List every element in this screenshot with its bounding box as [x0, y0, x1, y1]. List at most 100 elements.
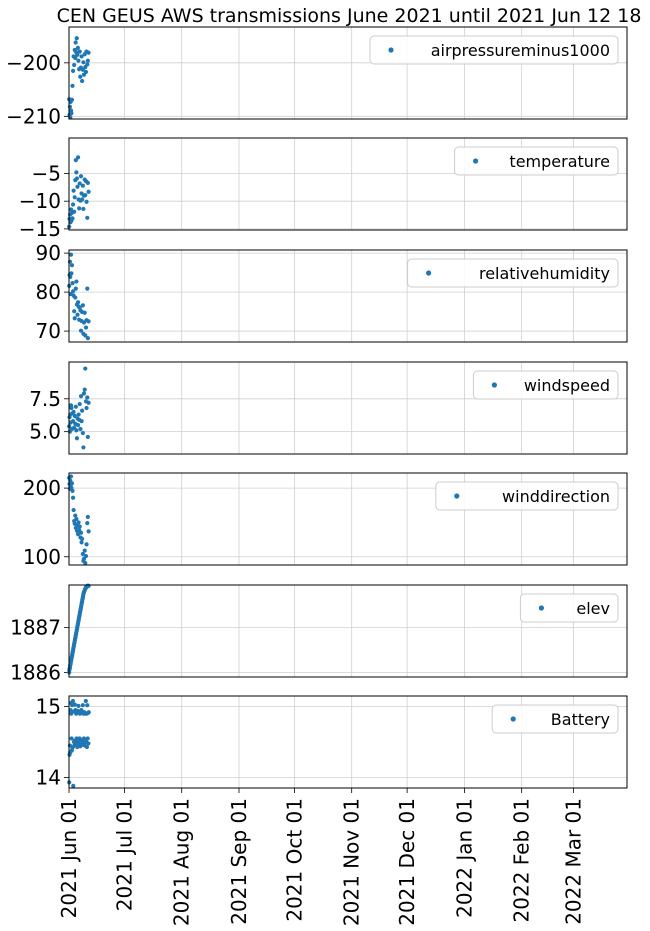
- data-point: [86, 741, 91, 746]
- legend-label: Battery: [551, 710, 610, 729]
- data-point: [85, 514, 90, 520]
- legend-label: windspeed: [524, 376, 610, 395]
- data-point: [78, 394, 84, 399]
- data-point: [73, 40, 78, 45]
- data-point: [69, 97, 75, 102]
- data-point: [81, 206, 86, 212]
- data-point: [74, 736, 79, 741]
- data-point: [72, 309, 77, 314]
- data-point: [84, 405, 89, 411]
- y-tick-label: 7.5: [29, 387, 61, 411]
- data-point: [74, 516, 79, 522]
- data-point: [83, 325, 89, 330]
- legend-label: airpressureminus1000: [431, 41, 610, 60]
- panel-winddirection: 100 200 winddirection: [23, 472, 628, 569]
- data-point: [85, 395, 90, 400]
- data-point: [74, 279, 79, 284]
- panel-airpressureminus1000: −210 −200 airpressureminus1000: [6, 26, 628, 128]
- data-point: [85, 521, 90, 526]
- data-point: [85, 180, 90, 185]
- legend-marker: [510, 716, 516, 722]
- data-point: [72, 702, 77, 707]
- panel-frame: [68, 472, 628, 566]
- data-point: [83, 560, 88, 566]
- data-point: [79, 540, 84, 545]
- legend-box: [472, 370, 619, 400]
- data-point: [71, 188, 76, 193]
- data-point: [85, 434, 90, 440]
- data-point: [83, 69, 89, 75]
- legend-label: temperature: [509, 152, 610, 171]
- legend-box: [407, 258, 619, 288]
- y-tick-label: −210: [6, 104, 61, 128]
- legend-box: [435, 481, 619, 511]
- data-point: [70, 495, 76, 500]
- data-point: [81, 60, 86, 65]
- panel-frame: [68, 26, 628, 120]
- data-point: [74, 176, 80, 181]
- data-point: [85, 286, 90, 291]
- x-tick-label: 2021 Nov 01: [340, 798, 364, 926]
- data-point: [85, 215, 90, 220]
- y-tick-label: −5: [32, 161, 61, 185]
- data-point: [86, 583, 91, 588]
- data-point: [75, 422, 81, 428]
- panel-frame: [68, 361, 628, 455]
- data-point: [70, 83, 75, 88]
- data-point: [80, 703, 85, 708]
- data-point: [75, 300, 81, 305]
- data-point: [68, 207, 74, 212]
- data-point: [85, 58, 90, 63]
- legend-label: winddirection: [502, 487, 610, 506]
- panels: −210 −200 airpressureminus1000 −15 −10 −5 temp…: [6, 26, 628, 789]
- data-point: [86, 529, 91, 534]
- y-tick-label: 80: [36, 280, 61, 304]
- data-point: [82, 548, 87, 553]
- data-point: [80, 536, 85, 542]
- data-point: [76, 58, 81, 63]
- legend-label: elev: [576, 599, 610, 618]
- data-point: [83, 333, 88, 338]
- y-tick-label: 200: [23, 476, 61, 500]
- legend-marker: [491, 382, 497, 388]
- panel-relativehumidity: 70 80 90 relativehumidity: [36, 241, 628, 343]
- x-axis: 2021 Jun 01 2021 Jul 01 2021 Aug 01 2021 Se…: [57, 788, 585, 926]
- legend-box: [491, 704, 619, 734]
- legend-label: relativehumidity: [479, 264, 610, 283]
- y-tick-label: −15: [19, 217, 61, 241]
- data-point: [81, 391, 87, 396]
- data-point: [84, 744, 90, 750]
- data-point: [85, 736, 90, 741]
- data-point: [83, 192, 88, 198]
- y-tick-label: 5.0: [29, 420, 61, 444]
- x-tick-label: 2021 Jul 01: [112, 798, 136, 911]
- legend-marker: [454, 493, 460, 499]
- x-tick-label: 2021 Aug 01: [170, 798, 194, 926]
- data-point: [77, 49, 82, 54]
- data-point: [69, 405, 74, 411]
- panel-frame: [68, 584, 628, 678]
- x-tick-label: 2022 Feb 01: [510, 798, 534, 922]
- data-point: [70, 216, 75, 221]
- data-point: [86, 400, 91, 405]
- data-point: [73, 286, 78, 291]
- panel-temperature: −15 −10 −5 temperature: [19, 137, 628, 241]
- data-point: [85, 62, 90, 67]
- data-point: [70, 289, 76, 294]
- data-point: [76, 412, 81, 417]
- data-point: [73, 55, 78, 61]
- data-point: [85, 336, 90, 341]
- data-point: [67, 259, 73, 264]
- data-point: [77, 524, 82, 529]
- data-point: [86, 710, 91, 715]
- data-point: [77, 181, 82, 186]
- data-point: [80, 197, 85, 202]
- data-point: [72, 209, 77, 214]
- data-point: [82, 387, 87, 392]
- data-point: [67, 104, 73, 109]
- data-point: [84, 199, 89, 204]
- data-point: [85, 703, 90, 708]
- data-point: [74, 436, 80, 441]
- panel-frame: [68, 137, 628, 231]
